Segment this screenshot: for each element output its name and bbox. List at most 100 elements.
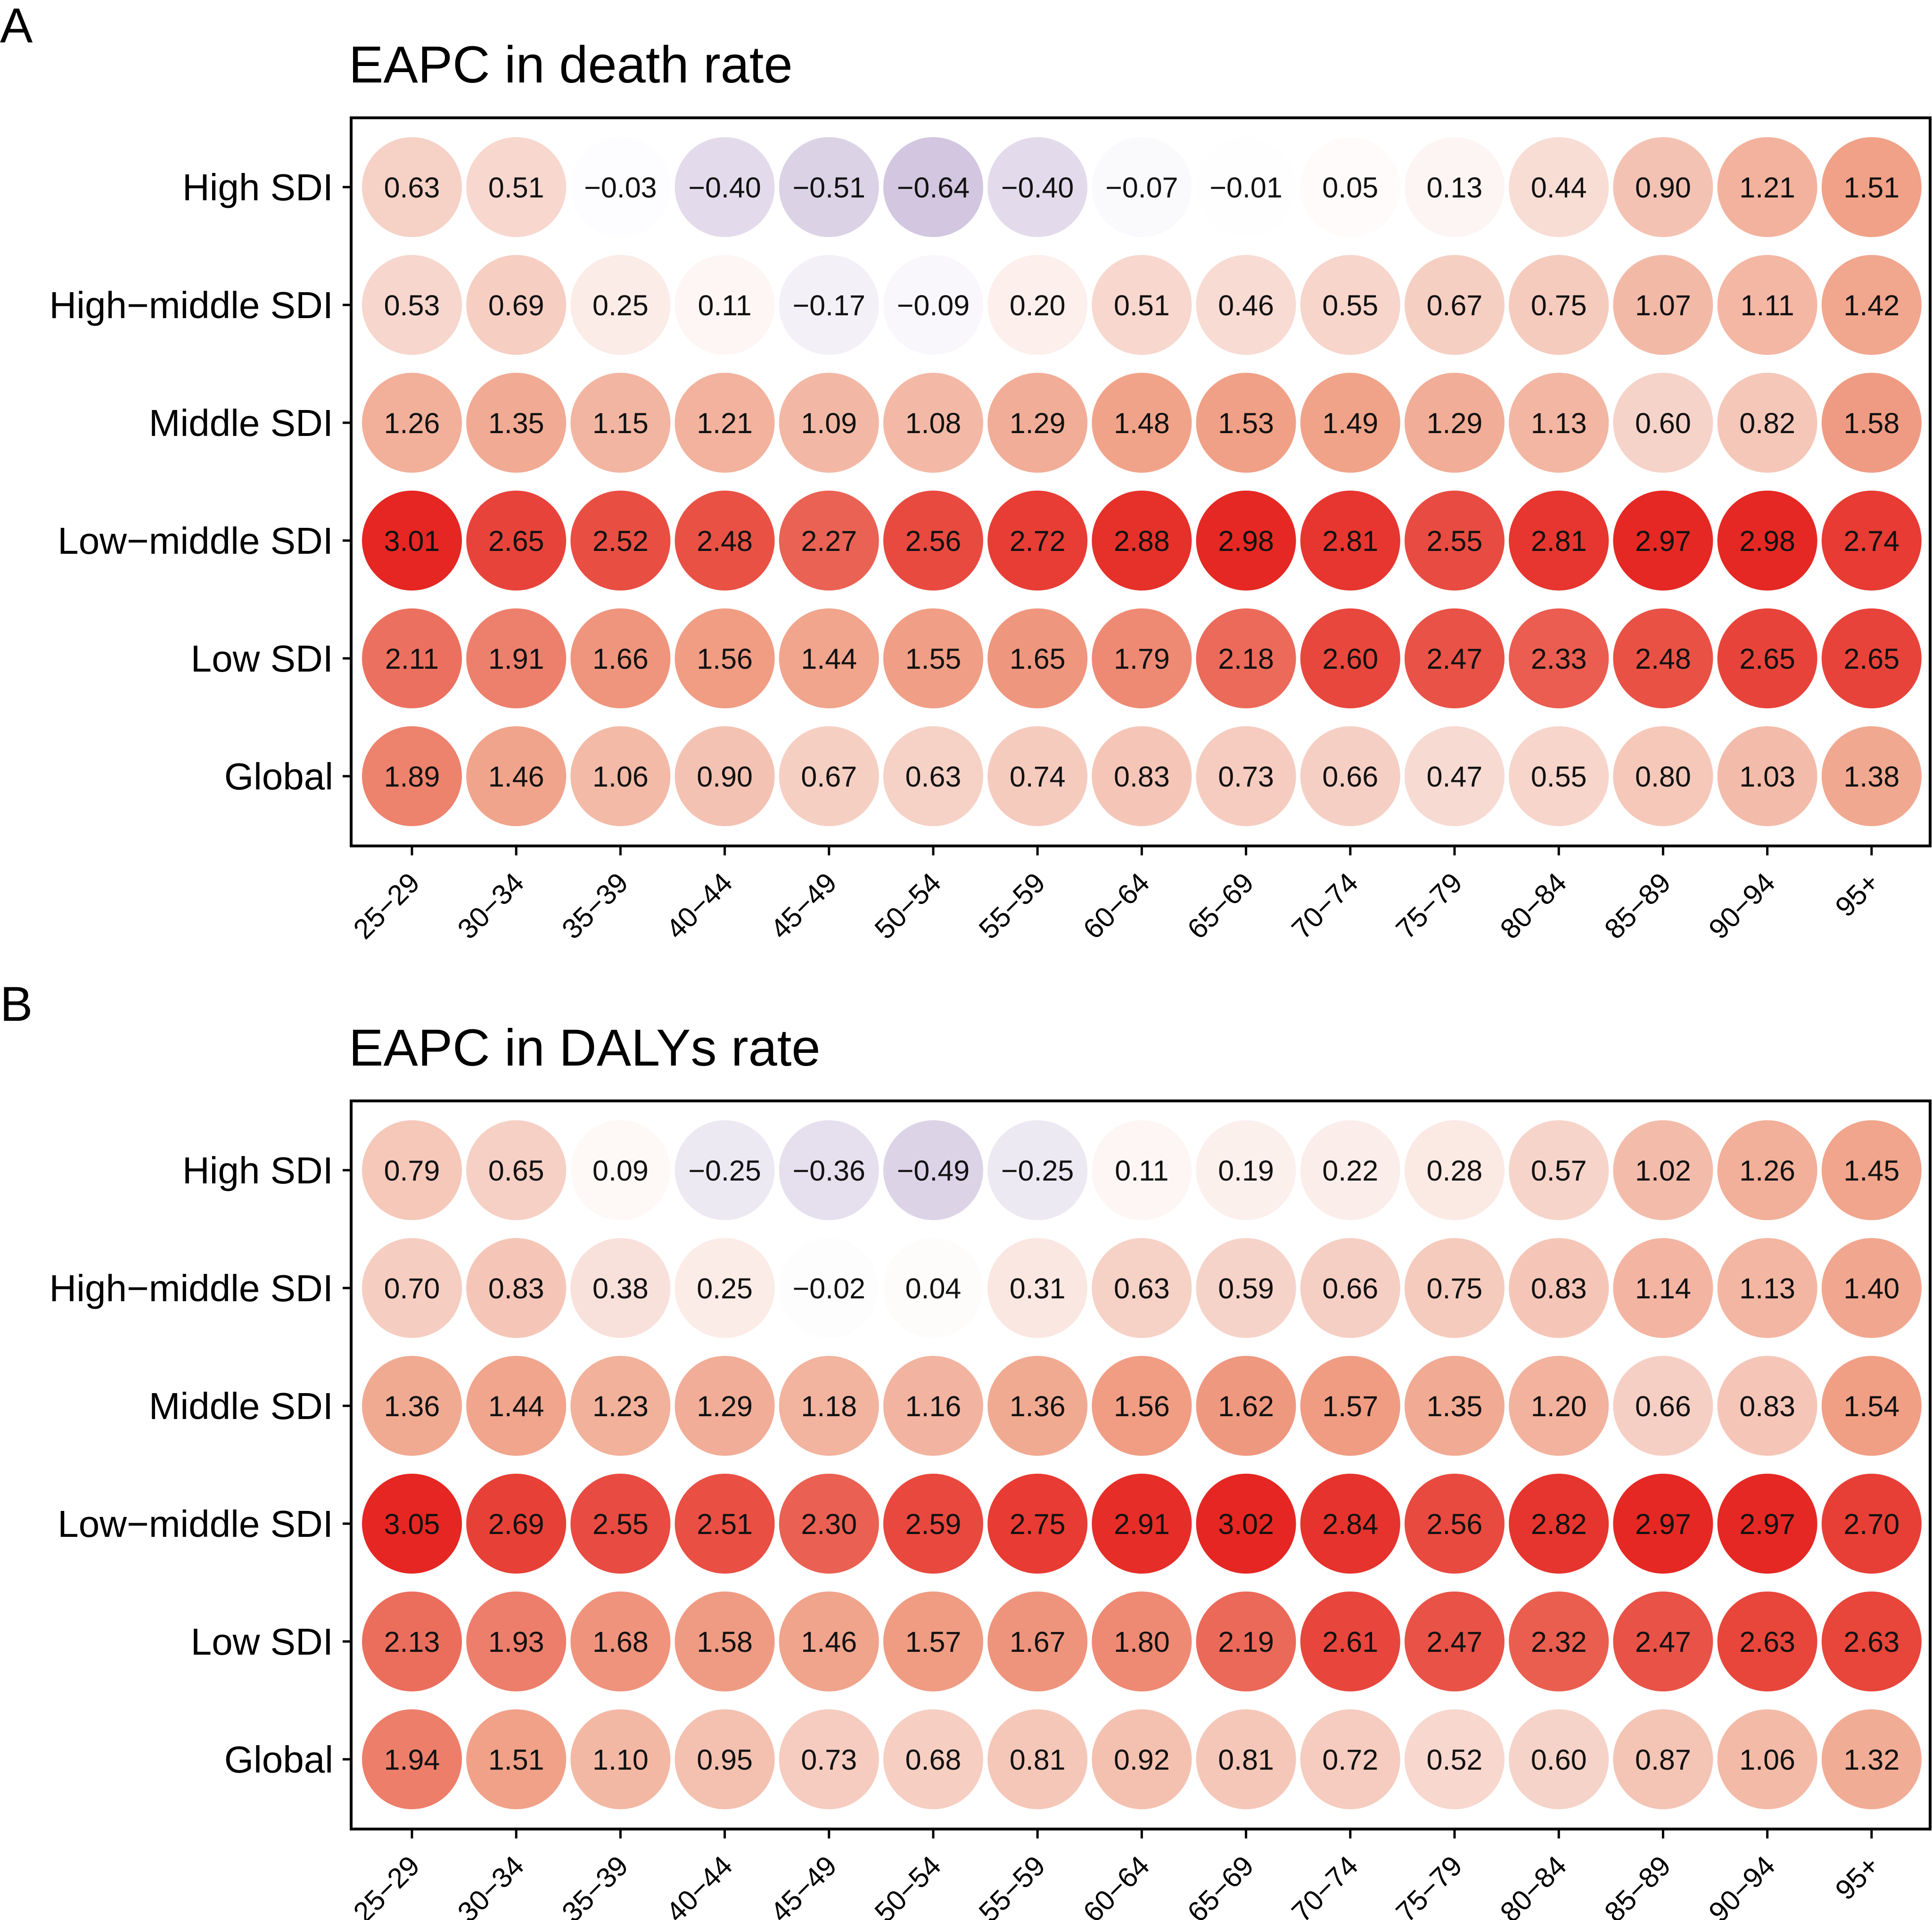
value-label: −0.51: [793, 172, 865, 204]
bubble: [674, 1356, 775, 1456]
y-tick-label: High SDI: [182, 1149, 333, 1191]
value-label: 0.81: [1010, 1744, 1066, 1776]
bubble: [1821, 1120, 1922, 1220]
x-tick-label: 25−29: [347, 1850, 426, 1920]
bubble: [1613, 608, 1713, 708]
bubble: [1509, 1356, 1609, 1456]
value-label: 1.36: [1010, 1390, 1066, 1422]
bubble: [883, 1120, 983, 1220]
bubble: [779, 726, 879, 826]
value-label: −0.02: [793, 1272, 865, 1305]
bubble: [987, 1592, 1088, 1691]
value-label: 1.67: [1010, 1626, 1066, 1658]
value-label: 2.30: [801, 1508, 857, 1540]
value-label: 1.65: [1010, 643, 1066, 675]
value-label: 0.79: [384, 1155, 440, 1187]
value-label: 0.52: [1427, 1744, 1483, 1776]
bubble: [362, 255, 462, 355]
bubble: [1821, 1474, 1922, 1574]
value-label: 0.95: [697, 1744, 753, 1776]
x-tick-label: 85−89: [1598, 1850, 1677, 1920]
value-label: 0.47: [1427, 761, 1483, 793]
bubble: [466, 1709, 567, 1809]
bubble: [1717, 137, 1817, 237]
value-label: 2.11: [385, 643, 439, 675]
value-label: 0.70: [384, 1272, 440, 1305]
value-label: 1.10: [592, 1744, 649, 1776]
value-label: 2.97: [1635, 525, 1691, 557]
value-label: 2.60: [1322, 643, 1378, 675]
value-label: 1.26: [1739, 1155, 1795, 1187]
value-label: 0.81: [1218, 1744, 1274, 1776]
bubble: [570, 1474, 671, 1574]
value-label: 2.13: [384, 1626, 440, 1658]
value-label: 1.20: [1531, 1390, 1587, 1422]
bubble: [987, 491, 1088, 591]
bubble: [1821, 1238, 1922, 1338]
bubble: [570, 1592, 671, 1691]
y-tick-label: High SDI: [182, 166, 333, 208]
value-label: 1.54: [1843, 1390, 1899, 1422]
value-label: 2.19: [1218, 1626, 1274, 1658]
bubble: [466, 1120, 567, 1220]
x-tick-label: 25−29: [347, 867, 426, 945]
value-label: 2.59: [905, 1508, 962, 1540]
value-label: 1.80: [1114, 1626, 1170, 1658]
value-label: 0.75: [1531, 289, 1587, 321]
panel-b-label: B: [0, 977, 33, 1032]
bubble: [1509, 608, 1609, 708]
value-label: 0.90: [1635, 172, 1691, 204]
y-tick-label: Low−middle SDI: [58, 1503, 333, 1545]
y-tick-label: Middle SDI: [149, 402, 333, 444]
bubble: [987, 137, 1088, 237]
bubble: [1509, 1474, 1609, 1574]
value-label: 3.02: [1218, 1508, 1274, 1540]
bubble: [1509, 255, 1609, 355]
bubble: [1821, 1592, 1922, 1691]
value-label: 0.31: [1010, 1272, 1066, 1305]
bubble: [1509, 1120, 1609, 1220]
value-label: 2.47: [1635, 1626, 1691, 1658]
bubble: [1509, 1709, 1609, 1809]
bubble: [362, 1474, 462, 1574]
bubble: [466, 373, 567, 473]
value-label: 1.44: [801, 643, 857, 675]
value-label: 0.20: [1010, 289, 1066, 321]
bubble: [466, 137, 567, 237]
value-label: 2.55: [592, 1508, 649, 1540]
panel-a-title: EAPC in death rate: [349, 36, 793, 94]
value-label: 2.70: [1843, 1508, 1899, 1540]
bubble: [362, 726, 462, 826]
value-label: 0.73: [1218, 761, 1274, 793]
bubble: [674, 255, 775, 355]
panel-b-title: EAPC in DALYs rate: [349, 1019, 821, 1077]
value-label: −0.09: [897, 289, 970, 321]
bubble: [1613, 1709, 1713, 1809]
x-tick-label: 60−64: [1077, 867, 1156, 945]
bubble: [362, 1592, 462, 1691]
bubble: [674, 373, 775, 473]
value-label: 2.75: [1010, 1508, 1066, 1540]
value-label: 1.89: [384, 761, 440, 793]
bubble: [1092, 1238, 1192, 1338]
bubble: [674, 1474, 775, 1574]
bubble: [1092, 1474, 1192, 1574]
bubble: [466, 255, 567, 355]
bubble: [1196, 373, 1296, 473]
bubble: [362, 373, 462, 473]
bubble: [466, 491, 567, 591]
bubble: [570, 1238, 671, 1338]
x-tick-label: 90−94: [1702, 867, 1781, 945]
bubble: [1613, 373, 1713, 473]
value-label: 1.68: [592, 1626, 649, 1658]
bubble: [466, 1356, 567, 1456]
value-label: 1.14: [1635, 1272, 1691, 1305]
value-label: 3.05: [384, 1508, 440, 1540]
value-label: 0.63: [1114, 1272, 1170, 1305]
bubble: [1405, 137, 1504, 237]
bubble: [570, 373, 671, 473]
x-tick-label: 75−79: [1390, 867, 1469, 945]
value-label: 1.44: [488, 1390, 544, 1422]
x-tick-label: 85−89: [1598, 867, 1677, 945]
